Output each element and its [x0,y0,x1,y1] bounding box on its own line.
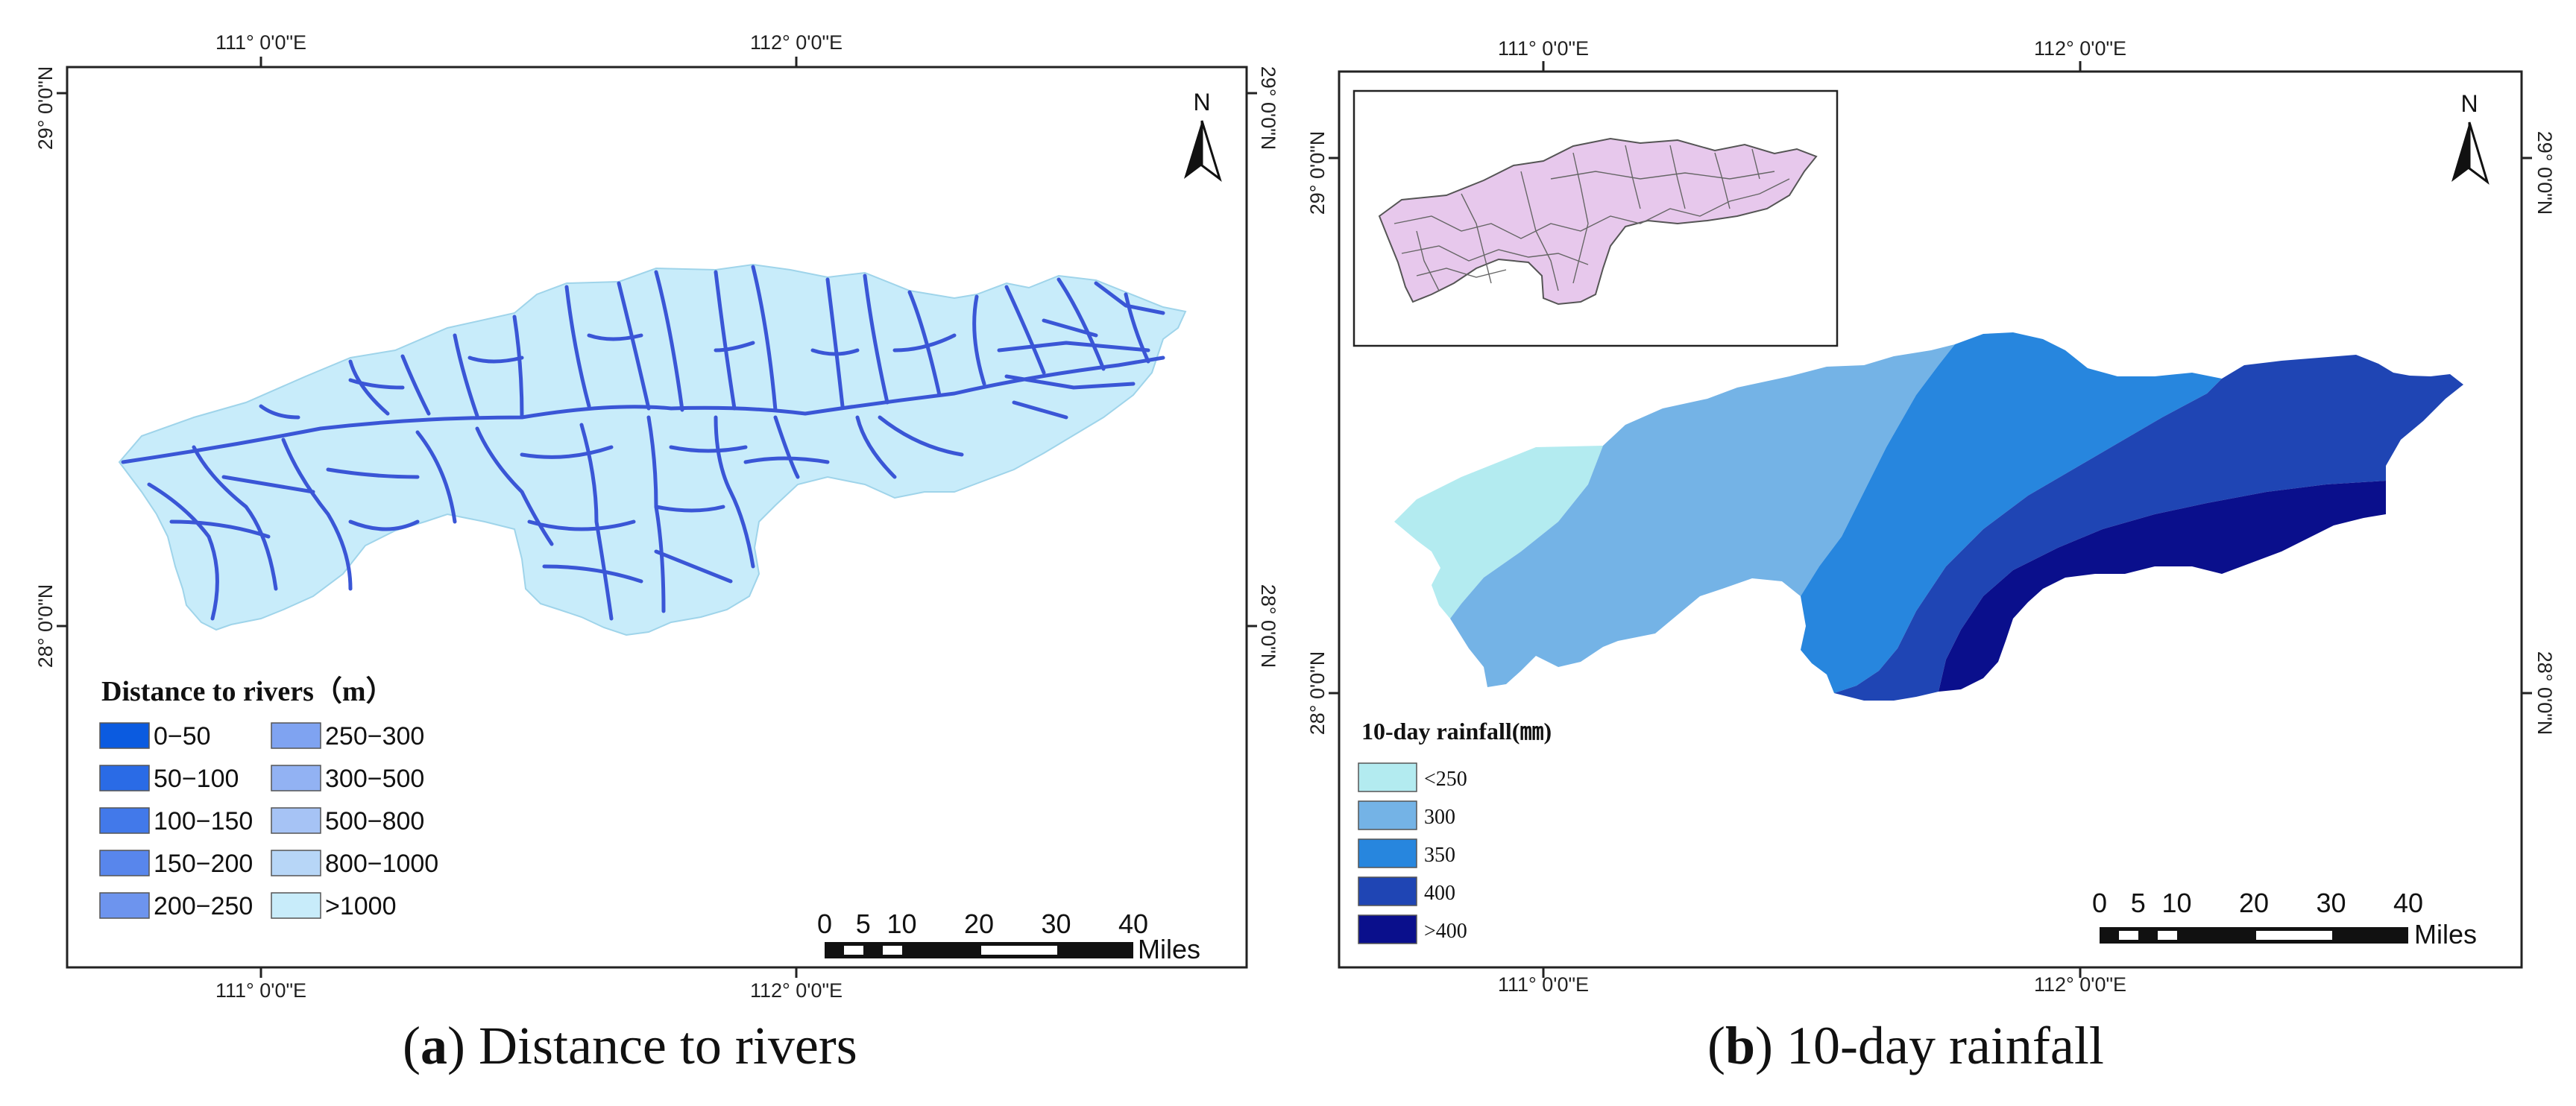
panel-b-legend-label: 300 [1424,806,1455,829]
panel-a: 111° 0'0"E 112° 0'0"E 111° 0'0"E 112° 0'… [34,31,1279,1002]
panel-a-lat-left-2: 28° 0'0"N [34,584,57,669]
panel-b-lat-right-2: 28° 0'0"N [2534,651,2556,736]
panel-a-legend-items: 0−50 50−100 100−150 150−200 200−250 250−300 30… [99,722,438,920]
panel-a-legend-label: 150−200 [154,850,253,878]
panel-b-ticks [1329,61,2532,978]
panel-b: 111° 0'0"E 112° 0'0"E 111° 0'0"E 112° 0'… [1306,37,2556,996]
panel-a-scale-tick-label: 40 [1118,908,1148,939]
panel-b-lon-bottom-2: 112° 0'0"E [2034,973,2126,996]
panel-b-scale-unit: Miles [2414,919,2477,949]
panel-a-legend-label: 50−100 [154,765,239,793]
panel-a-legend-swatch [99,850,150,876]
panel-b-caption-text: 10-day rainfall [1786,1016,2104,1075]
panel-a-lon-top-2: 112° 0'0"E [750,31,843,54]
panel-a-lon-bottom-2: 112° 0'0"E [750,979,843,1002]
panel-b-scale-tick-label: 40 [2393,888,2423,918]
panel-a-lon-bottom-1: 111° 0'0"E [215,979,306,1002]
panel-a-scale-tick-label: 30 [1041,908,1071,939]
panel-b-north-arrow: N [2451,90,2490,185]
panel-a-caption-text: Distance to rivers [478,1016,857,1075]
panel-b-lon-top-2: 112° 0'0"E [2034,37,2126,60]
panel-b-lat-left-1: 29° 0'0"N [1306,131,1329,215]
panel-b-legend-label: >400 [1424,920,1467,943]
panel-a-legend-swatch [271,850,321,876]
panel-a-north-arrow: N [1184,89,1222,182]
zone-lt250 [1394,446,1603,619]
panel-a-legend-swatch [99,807,150,834]
panel-a-legend-swatch [271,722,321,749]
panel-b-lat-right-1: 29° 0'0"N [2534,131,2556,215]
panel-b-lat-left-2: 28° 0'0"N [1306,651,1329,736]
panel-a-legend-label: 300−500 [325,765,424,793]
panel-a-lat-right-2: 28° 0'0"N [1257,584,1279,669]
panel-a-lat-left-1: 29° 0'0"N [34,66,57,151]
panel-b-scale-tick-label: 0 [2092,888,2107,918]
zone-350 [1801,332,2222,693]
panel-b-legend-label: <250 [1424,768,1467,791]
panel-a-scale-tick-label: 10 [887,908,916,939]
panel-a-legend-swatch [271,765,321,791]
panel-b-legend-swatch [1358,876,1417,906]
panel-a-legend-swatch [99,892,150,919]
panel-b-scale-tick-label: 5 [2131,888,2146,918]
panel-a-legend-label: 100−150 [154,807,253,835]
panel-a-scale-bar: 0 5 10 20 30 40 Miles [817,908,1200,964]
panel-b-legend-label: 350 [1424,844,1455,867]
panel-a-legend-label: 500−800 [325,807,424,835]
panel-a-legend-label: 800−1000 [325,850,438,878]
panel-a-scale-tick-label: 20 [964,908,994,939]
panel-a-legend-title: Distance to rivers（m） [101,676,394,707]
panel-b-north-label: N [2460,90,2478,117]
zone-gt400 [1939,481,2386,692]
panel-b-scale-tick-label: 20 [2239,888,2269,918]
panel-a-lon-top-1: 111° 0'0"E [215,31,306,54]
panel-a-legend-label: 200−250 [154,892,253,920]
panel-b-scale-bar: 0 5 10 20 30 40 Miles [2092,888,2477,949]
panel-a-caption: (a) Distance to rivers [403,1016,857,1075]
panel-a-legend-swatch [271,892,321,919]
panel-b-lon-top-1: 111° 0'0"E [1498,37,1589,60]
panel-a-legend: Distance to rivers（m） 0−50 50−100 100−150 1… [99,676,438,920]
panel-b-legend-swatch [1358,762,1417,792]
panel-b-legend: 10-day rainfall(㎜) <250 300 350 400 >400 [1358,718,1552,944]
panel-a-scale-unit: Miles [1138,934,1200,964]
panel-b-legend-label: 400 [1424,882,1455,905]
panel-b-legend-items: <250 300 350 400 >400 [1358,762,1467,944]
panel-a-north-label: N [1193,89,1210,116]
panel-a-ticks [57,57,1257,978]
panel-a-scale-tick-label: 5 [856,908,871,939]
panel-a-legend-swatch [99,722,150,749]
panel-b-rainfall-map [1394,332,2463,701]
panel-b-scale-tick-label: 10 [2161,888,2191,918]
panel-a-legend-swatch [99,765,150,791]
panel-a-lat-right-1: 29° 0'0"N [1257,66,1279,151]
panel-b-lon-bottom-1: 111° 0'0"E [1498,973,1589,996]
panel-b-caption: (b) 10-day rainfall [1707,1016,2104,1075]
panel-a-scale-tick-label: 0 [817,908,832,939]
zone-400 [1834,355,2463,701]
zone-300 [1450,344,1955,687]
panel-a-legend-label: 0−50 [154,722,211,750]
panel-a-legend-label: >1000 [325,892,397,920]
panel-b-legend-swatch [1358,914,1417,944]
panel-b-legend-title: 10-day rainfall(㎜) [1361,718,1552,745]
panel-b-legend-swatch [1358,838,1417,868]
panel-b-caption-letter: b [1725,1016,1756,1075]
panel-b-inset-map [1352,89,1839,347]
panel-b-scale-tick-label: 30 [2316,888,2346,918]
panel-a-legend-label: 250−300 [325,722,424,750]
panel-a-river-network [121,265,1165,621]
panel-a-legend-swatch [271,807,321,834]
panel-b-legend-swatch [1358,800,1417,830]
panel-a-caption-letter: a [420,1016,447,1075]
